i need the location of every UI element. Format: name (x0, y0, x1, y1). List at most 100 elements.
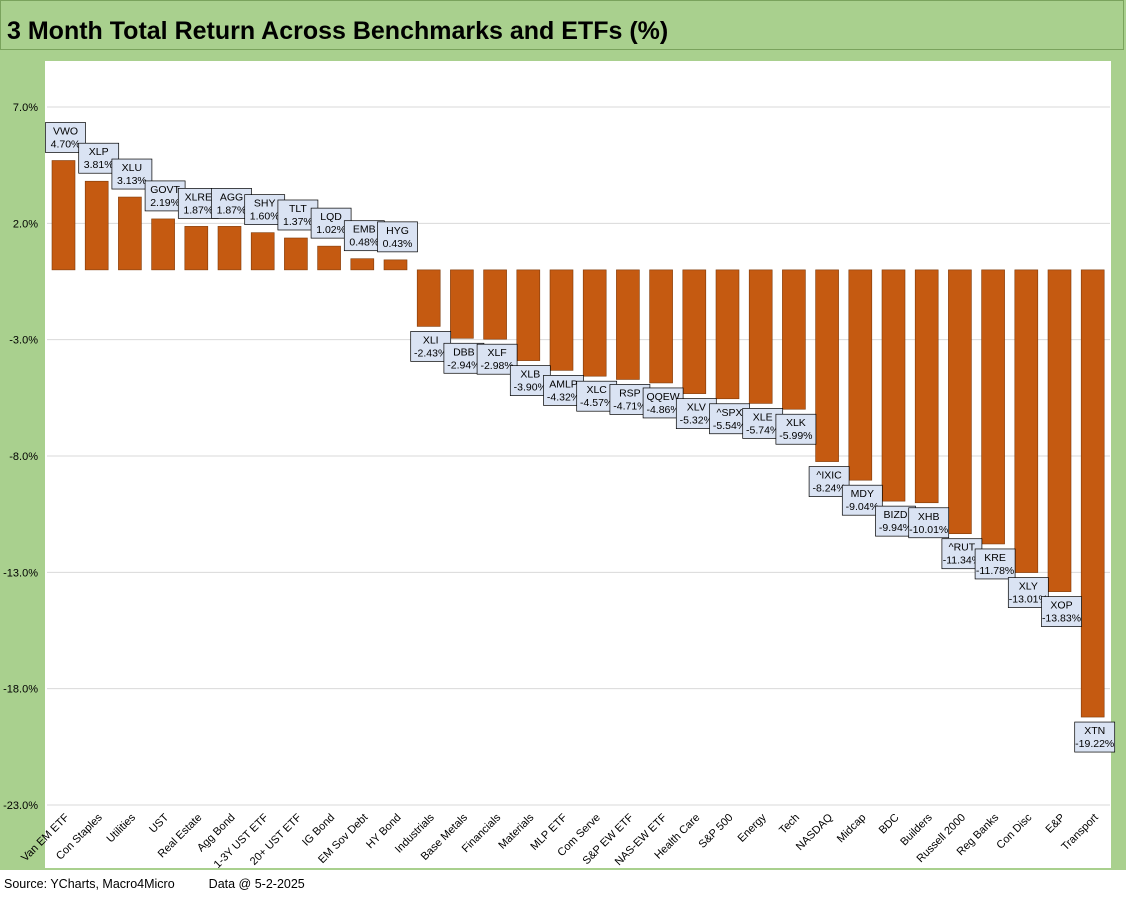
data-label-ticker: HYG (386, 225, 409, 237)
x-tick-label: Con Disc (994, 811, 1034, 851)
bar (1014, 269, 1039, 573)
data-date-note: Data @ 5-2-2025 (208, 877, 305, 891)
bar-chart: 7.0%2.0%-3.0%-8.0%-13.0%-18.0%-23.0%Van … (3, 102, 1116, 870)
data-label-ticker: XLC (586, 384, 607, 396)
data-label-value: 1.02% (316, 224, 346, 236)
data-label-box (775, 413, 817, 445)
x-tick-label: UST (147, 811, 171, 835)
data-label-ticker: DBB (453, 346, 475, 358)
data-label-value: 4.70% (51, 139, 81, 151)
y-tick-label: -8.0% (9, 451, 38, 463)
data-label-ticker: AMLP (549, 378, 578, 390)
data-label-value: 1.60% (250, 211, 280, 223)
data-label-value: -8.24% (812, 483, 845, 495)
data-label-ticker: BIZD (884, 509, 908, 521)
x-tick-label: NASDAQ (794, 811, 836, 853)
data-label-ticker: XOP (1050, 600, 1072, 612)
bar (848, 269, 873, 481)
bar (815, 269, 839, 462)
x-tick-label: Tech (777, 812, 802, 837)
bar (948, 269, 972, 535)
data-label-ticker: XLV (687, 402, 706, 414)
data-label-value: -9.94% (879, 522, 912, 534)
data-label: XLY-13.01% (1007, 577, 1049, 608)
bar (715, 269, 740, 400)
data-label-ticker: KRE (984, 552, 1006, 564)
bar (317, 245, 341, 271)
data-label-value: -5.32% (680, 415, 713, 427)
data-label: ^IXIC-8.24% (808, 466, 850, 497)
bar (616, 269, 640, 380)
footer: Source: YCharts, Macro4Micro Data @ 5-2-2… (4, 877, 305, 891)
bar (682, 269, 707, 394)
data-label-box (1074, 721, 1116, 753)
data-label-ticker: TLT (289, 203, 307, 215)
data-label-ticker: ^SPX (717, 407, 743, 419)
data-label-ticker: AGG (220, 191, 243, 203)
data-label: XTN-19.22% (1074, 721, 1116, 753)
data-label-ticker: GOVT (150, 184, 180, 196)
bar (84, 180, 109, 271)
data-label: XHB-10.01% (908, 507, 950, 539)
data-label-value: -4.57% (580, 397, 613, 409)
data-label-value: -4.71% (613, 400, 646, 412)
data-label-value: -13.83% (1042, 613, 1081, 625)
data-label: XLK-5.99% (775, 413, 817, 445)
data-label-value: -2.98% (480, 360, 513, 372)
data-label-value: -3.90% (514, 382, 547, 394)
data-label-box (908, 507, 950, 539)
data-label-ticker: SHY (254, 198, 276, 210)
data-label-value: -9.04% (846, 501, 879, 513)
data-label-box (1041, 596, 1082, 627)
bar (881, 269, 906, 502)
data-label: KRE-11.78% (974, 548, 1016, 580)
data-label-value: -5.54% (713, 420, 746, 432)
title-bar: 3 Month Total Return Across Benchmarks a… (0, 0, 1124, 50)
data-label-value: -13.01% (1009, 594, 1048, 606)
bar (383, 259, 408, 271)
data-label-ticker: QQEW (646, 391, 679, 403)
bar (516, 269, 541, 361)
bar (914, 269, 939, 504)
data-label-ticker: XHB (918, 511, 940, 523)
data-label-value: -11.34% (943, 555, 981, 567)
x-tick-label: Utilities (104, 811, 138, 845)
data-label-ticker: ^IXIC (816, 470, 842, 482)
data-label-ticker: XLRE (185, 191, 212, 203)
chart-title: 3 Month Total Return Across Benchmarks a… (7, 17, 669, 45)
data-label-box (974, 548, 1016, 580)
data-label-ticker: XLU (122, 162, 142, 174)
data-label-ticker: XLB (520, 369, 540, 381)
data-label-value: -4.32% (547, 391, 580, 403)
data-label-value: 2.19% (150, 197, 180, 209)
data-label-value: -5.74% (746, 424, 779, 436)
y-tick-label: 2.0% (13, 218, 38, 230)
data-label-ticker: LQD (320, 211, 342, 223)
bar (748, 269, 773, 404)
data-label-value: 1.87% (183, 204, 213, 216)
data-label: QQEW-4.86% (642, 387, 684, 419)
bar (1080, 269, 1105, 718)
x-tick-label: Energy (736, 811, 769, 844)
y-tick-label: -3.0% (9, 335, 38, 347)
data-label-ticker: MDY (851, 488, 874, 500)
bar (549, 269, 574, 371)
bar (782, 269, 806, 410)
data-label-ticker: XLY (1019, 581, 1038, 593)
bar (649, 269, 673, 384)
data-label-value: -19.22% (1075, 738, 1114, 750)
data-label-value: -2.43% (414, 347, 447, 359)
data-label-ticker: EMB (353, 224, 376, 236)
data-label-value: 3.81% (84, 159, 114, 171)
data-label-value: -5.99% (779, 430, 812, 442)
data-label-ticker: XLF (487, 347, 506, 359)
x-tick-label: Transport (1059, 812, 1100, 853)
y-tick-label: -23.0% (3, 800, 38, 812)
data-label-value: 1.87% (217, 204, 247, 216)
data-label-value: 0.48% (349, 237, 379, 249)
data-label-ticker: XTN (1084, 725, 1105, 737)
